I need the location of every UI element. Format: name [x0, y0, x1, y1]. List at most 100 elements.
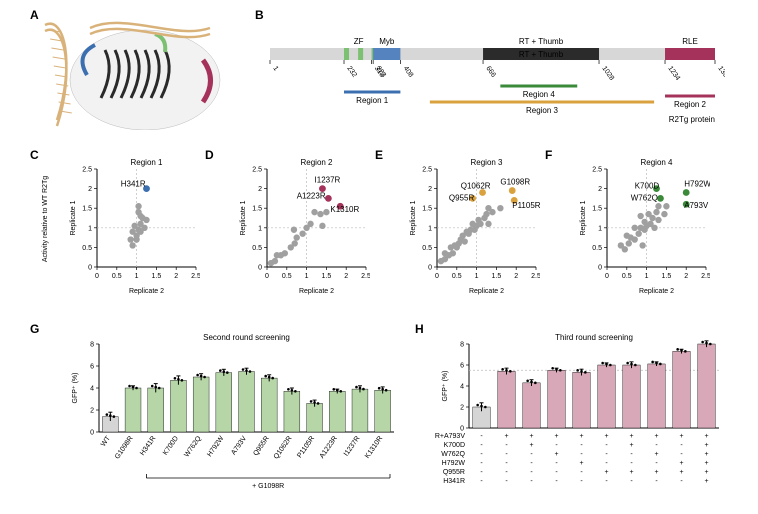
- svg-text:4: 4: [460, 384, 464, 391]
- panel-c-outer-ylabel: Activity relative to WT R2Tg: [37, 155, 57, 295]
- svg-text:-: -: [680, 478, 683, 485]
- svg-text:H341R: H341R: [443, 478, 465, 485]
- svg-text:+: +: [679, 469, 683, 476]
- svg-text:1: 1: [135, 273, 139, 280]
- panel-label: D: [205, 148, 214, 162]
- svg-text:+: +: [579, 433, 583, 440]
- svg-text:+: +: [504, 433, 508, 440]
- svg-text:0: 0: [258, 265, 262, 272]
- svg-text:Region 1: Region 1: [356, 96, 389, 105]
- svg-text:-: -: [680, 442, 683, 449]
- svg-text:Replicate 1: Replicate 1: [410, 200, 417, 235]
- svg-text:-: -: [605, 478, 608, 485]
- svg-text:Activity relative to WT R2Tg: Activity relative to WT R2Tg: [42, 176, 49, 262]
- svg-text:W762Q: W762Q: [631, 193, 658, 202]
- svg-text:Region 2: Region 2: [300, 158, 333, 167]
- svg-text:-: -: [505, 451, 508, 458]
- svg-text:A1223R: A1223R: [319, 435, 339, 460]
- svg-text:H341R: H341R: [121, 180, 146, 189]
- svg-text:1: 1: [88, 225, 92, 232]
- svg-text:W762Q: W762Q: [183, 435, 203, 459]
- svg-text:H341R: H341R: [139, 435, 157, 457]
- svg-text:-: -: [480, 478, 483, 485]
- svg-text:Region 3: Region 3: [526, 106, 559, 115]
- svg-text:+: +: [554, 451, 558, 458]
- svg-text:-: -: [605, 442, 608, 449]
- svg-text:+: +: [604, 469, 608, 476]
- svg-text:P1105R: P1105R: [512, 201, 540, 210]
- svg-text:1: 1: [598, 225, 602, 232]
- svg-text:0.5: 0.5: [592, 245, 602, 252]
- svg-text:2.5: 2.5: [701, 273, 710, 280]
- svg-text:G1098R: G1098R: [500, 178, 530, 187]
- svg-text:Replicate 2: Replicate 2: [129, 288, 164, 295]
- svg-text:1: 1: [305, 273, 309, 280]
- svg-text:1: 1: [428, 225, 432, 232]
- svg-text:1.5: 1.5: [592, 206, 602, 213]
- panel-b-domain-map: ZFMybRT + ThumbRLERT + Thumb123231832340…: [260, 30, 725, 130]
- svg-text:0: 0: [88, 265, 92, 272]
- svg-text:408: 408: [402, 65, 414, 79]
- svg-text:1.5: 1.5: [152, 273, 162, 280]
- svg-text:8: 8: [460, 342, 464, 349]
- svg-text:-: -: [480, 442, 483, 449]
- svg-text:Region 3: Region 3: [470, 158, 503, 167]
- svg-text:-: -: [505, 442, 508, 449]
- svg-text:2.5: 2.5: [252, 167, 262, 174]
- svg-text:0: 0: [90, 430, 94, 437]
- svg-text:1.5: 1.5: [422, 206, 432, 213]
- svg-text:RLE: RLE: [682, 37, 698, 46]
- svg-text:+: +: [704, 442, 708, 449]
- svg-text:0: 0: [428, 265, 432, 272]
- svg-text:+: +: [704, 460, 708, 467]
- svg-text:1: 1: [258, 225, 262, 232]
- svg-text:Q955R: Q955R: [449, 193, 475, 202]
- svg-text:-: -: [580, 469, 583, 476]
- svg-text:Second round screening: Second round screening: [203, 333, 290, 342]
- svg-text:4: 4: [90, 386, 94, 393]
- svg-text:Region 4: Region 4: [523, 90, 556, 99]
- svg-text:2: 2: [258, 186, 262, 193]
- svg-text:+: +: [629, 469, 633, 476]
- svg-text:1: 1: [475, 273, 479, 280]
- svg-text:ZF: ZF: [354, 37, 364, 46]
- svg-text:-: -: [480, 469, 483, 476]
- svg-text:H792W: H792W: [206, 435, 225, 458]
- svg-text:+: +: [629, 442, 633, 449]
- svg-text:0.5: 0.5: [112, 273, 122, 280]
- panel-label: F: [545, 148, 552, 162]
- svg-text:-: -: [655, 442, 658, 449]
- svg-text:P1105R: P1105R: [296, 435, 316, 459]
- svg-text:+: +: [679, 460, 683, 467]
- svg-text:H792W: H792W: [442, 460, 466, 467]
- svg-text:-: -: [530, 460, 533, 467]
- svg-text:1390: 1390: [716, 65, 725, 82]
- svg-text:+: +: [554, 433, 558, 440]
- svg-text:K700D: K700D: [635, 182, 660, 191]
- svg-text:-: -: [630, 478, 633, 485]
- svg-text:0.5: 0.5: [452, 273, 462, 280]
- scatter-region-4: Region 400.511.522.500.511.522.5K700DH79…: [575, 155, 710, 295]
- svg-text:+ G1098R: + G1098R: [252, 483, 284, 490]
- svg-text:I1237R: I1237R: [343, 435, 362, 458]
- svg-text:0: 0: [598, 265, 602, 272]
- svg-text:H792W: H792W: [684, 180, 710, 189]
- svg-text:0: 0: [605, 273, 609, 280]
- svg-text:+: +: [579, 460, 583, 467]
- bar-g: Second round screening02468GFP⁺ (%)WTG10…: [65, 330, 400, 490]
- svg-text:+: +: [654, 451, 658, 458]
- panel-label: H: [415, 322, 424, 336]
- svg-text:2.5: 2.5: [592, 167, 602, 174]
- svg-text:Region 2: Region 2: [674, 100, 707, 109]
- svg-text:Q955R: Q955R: [443, 469, 465, 476]
- svg-text:W762Q: W762Q: [441, 451, 465, 458]
- svg-text:6: 6: [460, 363, 464, 370]
- svg-text:-: -: [630, 460, 633, 467]
- svg-text:-: -: [655, 478, 658, 485]
- svg-text:0.5: 0.5: [282, 273, 292, 280]
- scatter-region-1: Region 100.511.522.500.511.522.5H341RRep…: [65, 155, 200, 295]
- svg-text:Q1062R: Q1062R: [273, 435, 294, 460]
- svg-text:-: -: [555, 478, 558, 485]
- svg-text:232: 232: [345, 65, 357, 79]
- svg-text:-: -: [480, 433, 483, 440]
